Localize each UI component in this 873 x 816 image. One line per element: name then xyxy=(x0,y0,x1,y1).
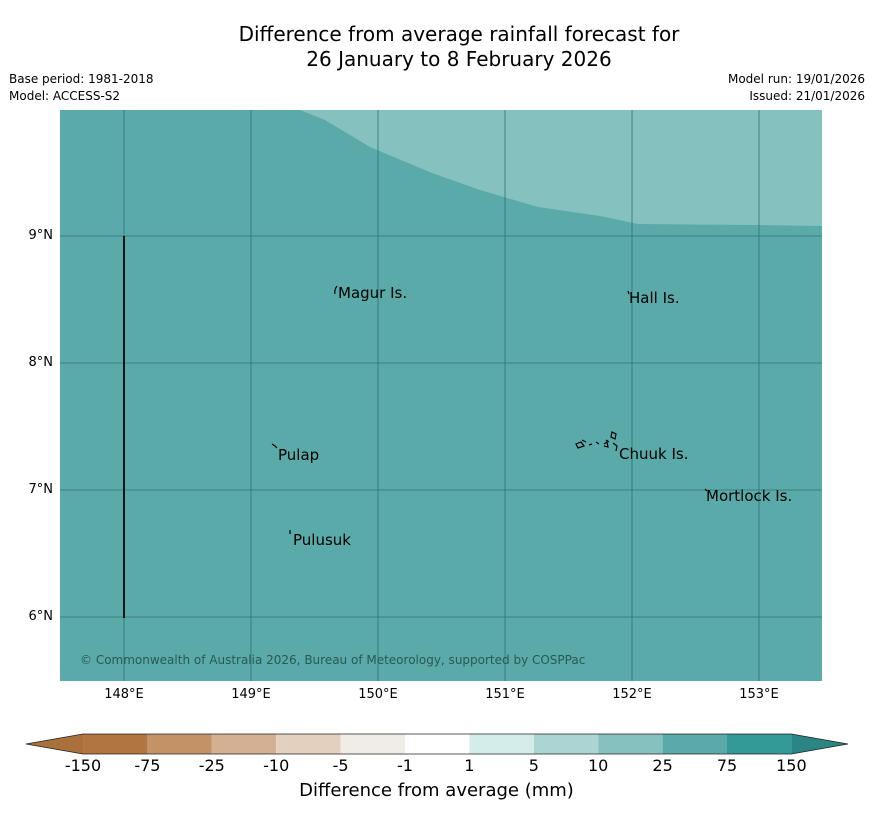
title-line-2: 26 January to 8 February 2026 xyxy=(306,47,612,71)
colorbar-bin-10 xyxy=(662,734,727,754)
colorbar-bin-6 xyxy=(405,734,470,754)
model-run-text: Model run: 19/01/2026 xyxy=(727,72,865,86)
island-chuuk xyxy=(575,431,618,452)
colorbar-outline xyxy=(25,733,849,755)
copyright-text: © Commonwealth of Australia 2026, Bureau… xyxy=(80,653,586,667)
colorbar-tick-11: 75 xyxy=(716,756,738,775)
map-secondary-region xyxy=(300,110,822,226)
colorbar-tick-8: 5 xyxy=(528,756,539,775)
title-line-1: Difference from average rainfall forecas… xyxy=(238,22,680,46)
lat-label-7: 7°N xyxy=(28,482,54,497)
lon-label-153: 153°E xyxy=(739,687,779,702)
lon-label-149: 149°E xyxy=(231,687,271,702)
lat-label-8: 8°N xyxy=(28,355,54,370)
colorbar-bin-1 xyxy=(83,734,148,754)
colorbar-tick-1: -150 xyxy=(64,756,102,775)
lon-label-151: 151°E xyxy=(485,687,525,702)
place-label-pulusuk: Pulusuk xyxy=(293,531,351,549)
colorbar-tick-3: -25 xyxy=(198,756,225,775)
colorbar-high-extend xyxy=(791,734,848,754)
colorbar-bin-5 xyxy=(340,734,405,754)
lon-label-148: 148°E xyxy=(104,687,144,702)
colorbar-bin-11 xyxy=(727,734,792,754)
colorbar-bin-3 xyxy=(211,734,277,754)
colorbar-bin-9 xyxy=(598,734,663,754)
place-label-mortlock: Mortlock Is. xyxy=(706,487,793,505)
lat-label-6: 6°N xyxy=(28,609,54,624)
place-label-pulap: Pulap xyxy=(278,446,320,464)
lon-label-150: 150°E xyxy=(358,687,398,702)
issued-text: Issued: 21/01/2026 xyxy=(749,89,865,103)
colorbar-bin-7 xyxy=(469,734,534,754)
chart-title: Difference from average rainfall forecas… xyxy=(0,22,873,72)
meta-right: Model run: 19/01/2026 Issued: 21/01/2026 xyxy=(728,71,865,105)
colorbar-tick-10: 25 xyxy=(652,756,673,775)
model-text: Model: ACCESS-S2 xyxy=(9,89,121,103)
colorbar-title: Difference from average (mm) xyxy=(299,780,574,801)
island-hall xyxy=(627,290,630,295)
colorbar-bin-4 xyxy=(276,734,341,754)
colorbar-low-extend xyxy=(26,734,83,754)
meta-left: Base period: 1981-2018 Model: ACCESS-S2 xyxy=(9,71,154,105)
colorbar-tick-5: -5 xyxy=(332,756,349,775)
colorbar-bin-8 xyxy=(533,734,599,754)
island-mortlock xyxy=(704,488,708,492)
colorbar-tick-12: 150 xyxy=(776,756,807,775)
place-label-hall: Hall Is. xyxy=(629,289,680,307)
place-label-magur: Magur Is. xyxy=(338,284,408,302)
lat-label-9: 9°N xyxy=(28,228,54,243)
lon-label-152: 152°E xyxy=(612,687,652,702)
colorbar-tick-7: 1 xyxy=(464,756,475,775)
colorbar-bin-2 xyxy=(147,734,212,754)
island-outlines xyxy=(271,285,708,534)
base-period-text: Base period: 1981-2018 xyxy=(9,72,154,86)
colorbar-tick-6: -1 xyxy=(397,756,413,775)
island-pulap xyxy=(271,443,278,449)
colorbar-tick-2: -75 xyxy=(134,756,161,775)
colorbar-tick-4: -10 xyxy=(263,756,290,775)
map-canvas xyxy=(60,110,822,681)
place-label-chuuk: Chuuk Is. xyxy=(619,445,689,463)
rainfall-map[interactable]: Magur Is. Hall Is. Pulap Chuuk Is. Mortl… xyxy=(60,110,822,681)
colorbar xyxy=(25,733,849,755)
colorbar-tick-9: 10 xyxy=(588,756,609,775)
island-magur xyxy=(334,285,338,295)
